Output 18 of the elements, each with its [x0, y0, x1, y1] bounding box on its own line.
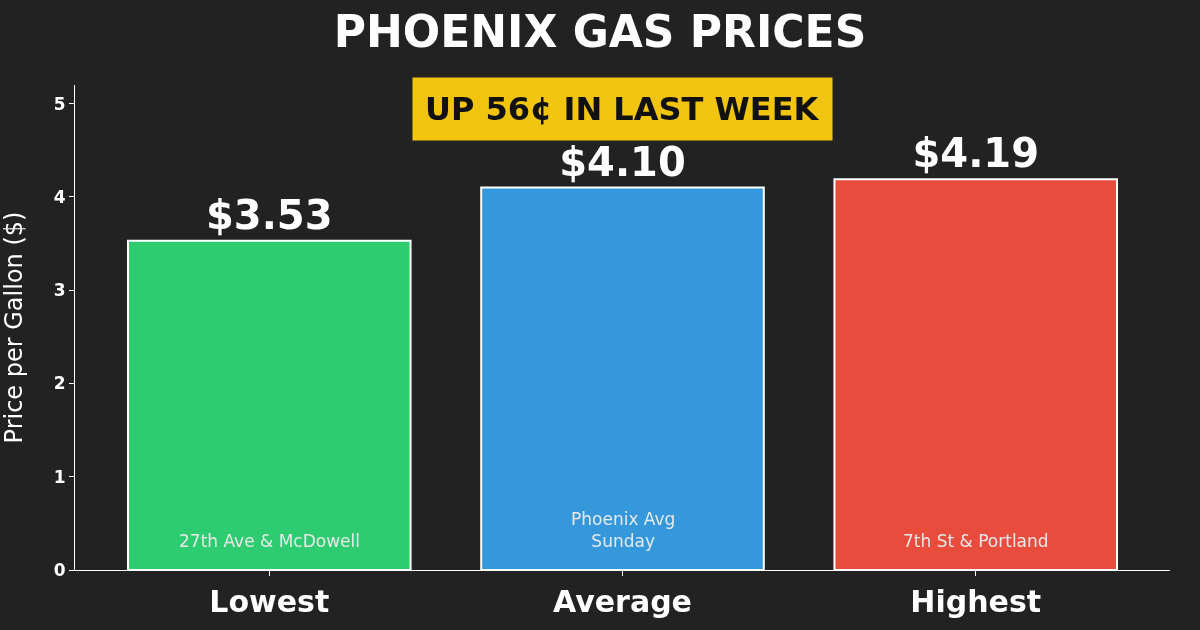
- annotation: 27th Ave & McDowell: [179, 531, 361, 551]
- y-tick-label: 3: [53, 280, 66, 301]
- y-tick-label: 2: [53, 373, 66, 394]
- x-tick-label: Average: [553, 584, 692, 619]
- x-tick-label: Lowest: [209, 584, 330, 619]
- data-label: $4.10: [559, 138, 686, 185]
- y-tick-label: 0: [53, 559, 66, 580]
- y-tick-label: 5: [53, 93, 66, 114]
- y-tick-label: 4: [53, 186, 66, 207]
- data-label: $3.53: [206, 191, 333, 238]
- annotation: 7th St & Portland: [903, 531, 1049, 551]
- x-tick-label: Highest: [910, 584, 1042, 619]
- annotation: Phoenix Avg Sunday: [571, 509, 676, 552]
- data-label: $4.19: [912, 130, 1039, 177]
- chart-title: PHOENIX GAS PRICES: [333, 5, 867, 57]
- y-tick-label: 1: [53, 466, 66, 487]
- annotation: UP 56¢ IN LAST WEEK: [425, 90, 820, 128]
- y-axis-title: Price per Gallon ($): [0, 211, 28, 444]
